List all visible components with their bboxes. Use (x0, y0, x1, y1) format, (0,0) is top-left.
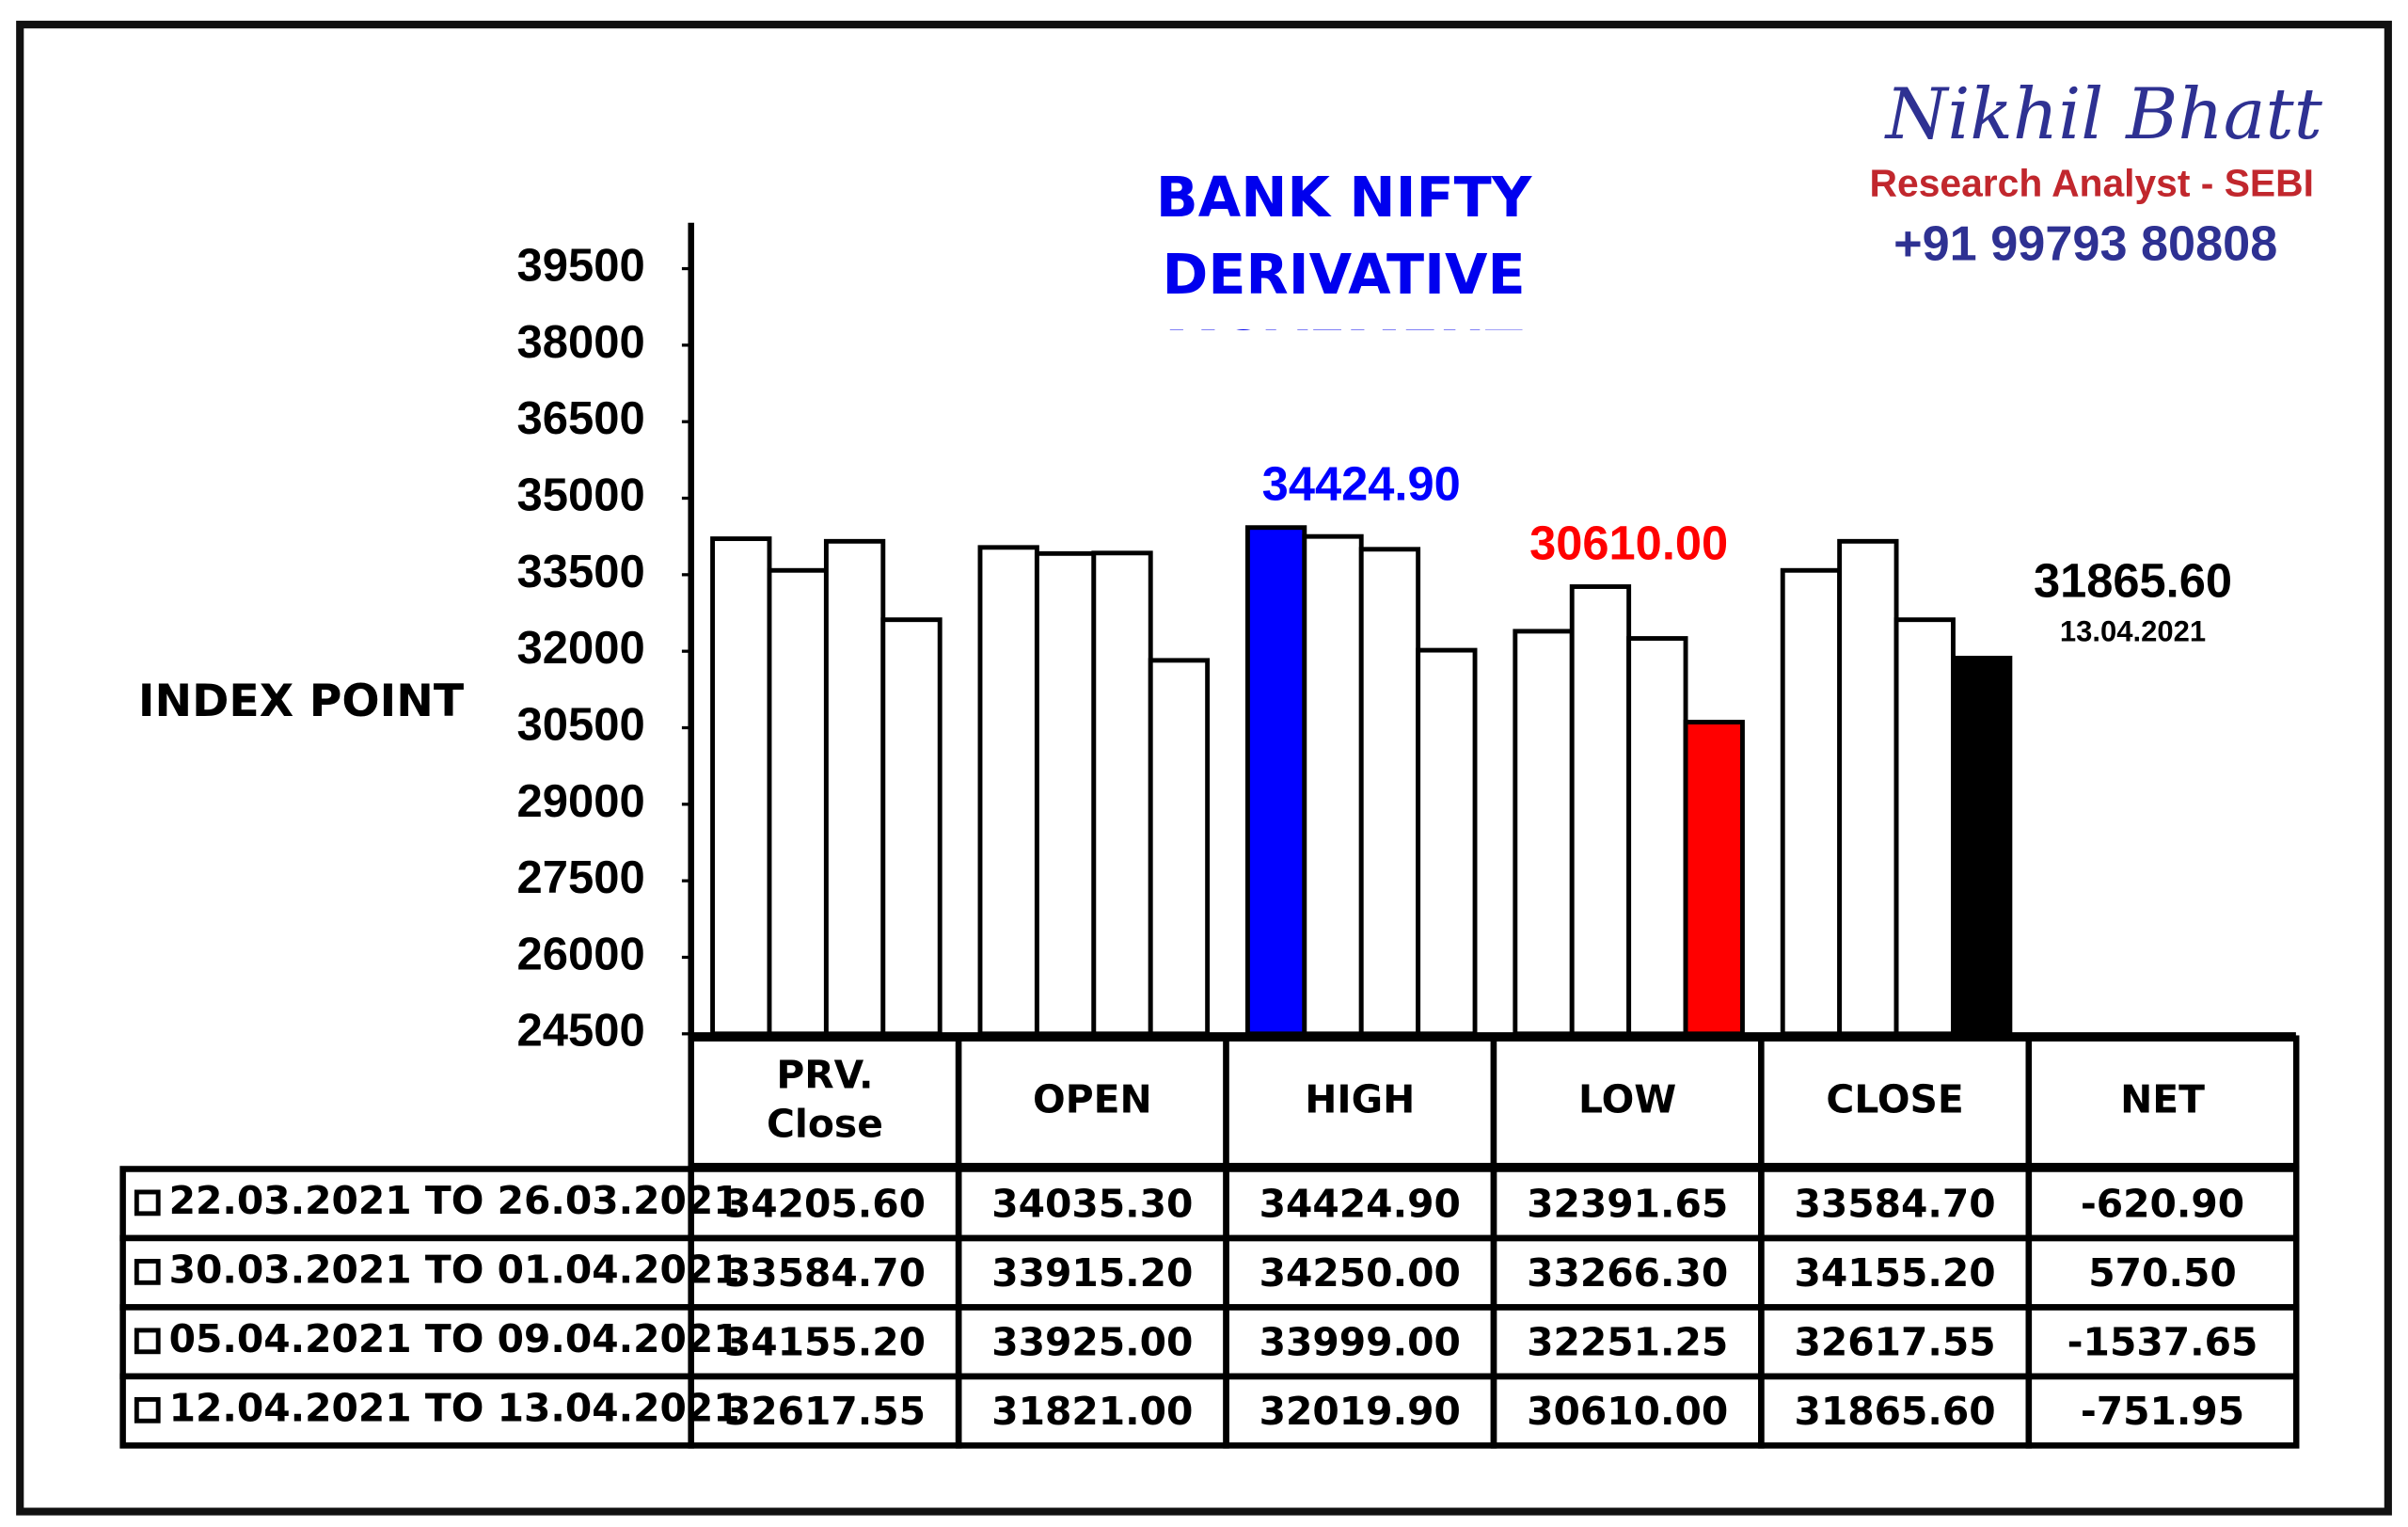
table-value: 34424.90 (1259, 1181, 1461, 1226)
bar (1951, 656, 2013, 1037)
row-label-cell (119, 1373, 694, 1449)
y-tick-label: 29000 (517, 776, 645, 827)
table-header: NET (2120, 1076, 2205, 1121)
bar (1893, 617, 1956, 1037)
title-box: BANK NIFTY DERIVATIVE MOVEMENT (1155, 167, 1532, 330)
table-value: 34250.00 (1259, 1250, 1461, 1296)
bar (1302, 533, 1364, 1037)
legend-box (134, 1328, 161, 1355)
table-value: 32251.25 (1527, 1319, 1728, 1364)
table-value: 33266.30 (1527, 1250, 1728, 1296)
table-value: 30610.00 (1527, 1389, 1728, 1434)
value-label: 30610.00 (1529, 516, 1728, 569)
y-tick-label: 35000 (517, 469, 645, 520)
table-value: 33584.70 (1794, 1181, 1995, 1226)
table-value: 33925.00 (991, 1319, 1193, 1364)
table-header: OPEN (1033, 1076, 1152, 1121)
table-value: 32391.65 (1527, 1181, 1728, 1226)
bar (1780, 567, 1843, 1037)
value-note: 13.04.2021 (2060, 614, 2206, 647)
y-tick-label: 30500 (517, 699, 645, 750)
legend-box (134, 1258, 161, 1285)
table-header-cell (1490, 1035, 1765, 1169)
table-value: 33999.00 (1259, 1319, 1461, 1364)
y-tick-label: 39500 (517, 240, 645, 291)
bar (1358, 547, 1421, 1037)
table-header-cell (2025, 1035, 2300, 1169)
legend-box (134, 1396, 161, 1424)
bar (1244, 525, 1307, 1037)
table-value: -1537.65 (2067, 1319, 2258, 1364)
table-value: 31821.00 (991, 1389, 1193, 1434)
table-value: -751.95 (2081, 1389, 2244, 1434)
y-tick-label: 36500 (517, 393, 645, 444)
table-value: 32617.55 (724, 1389, 926, 1434)
bar (767, 567, 829, 1037)
table-value: 34155.20 (1794, 1250, 1995, 1296)
table-header: LOW (1578, 1076, 1676, 1121)
table-value: 32019.90 (1259, 1389, 1461, 1434)
table-cell (2025, 1373, 2300, 1449)
row-label: 12.04.2021 TO 13.04.2021 (169, 1386, 740, 1431)
value-label: 34424.90 (1262, 457, 1461, 511)
table-value: 34035.30 (991, 1181, 1193, 1226)
y-tick-label: 32000 (517, 623, 645, 674)
table-value: 32617.55 (1794, 1319, 1995, 1364)
table-value: 34155.20 (724, 1319, 926, 1364)
row-label: 05.04.2021 TO 09.04.2021 (169, 1316, 740, 1361)
bar (1626, 636, 1688, 1037)
table-value: -620.90 (2081, 1181, 2244, 1226)
y-tick-label: 38000 (517, 317, 645, 368)
table-header: PRV. Close (767, 1052, 883, 1146)
bar (1416, 647, 1478, 1037)
table-value: 31865.60 (1794, 1389, 1995, 1434)
y-axis-label: INDEX POINT (138, 676, 465, 727)
row-label: 30.03.2021 TO 01.04.2021 (169, 1248, 740, 1293)
author-name: Nikhil Bhatt (1884, 72, 2323, 155)
bar (1513, 628, 1575, 1037)
table-value: 34205.60 (724, 1181, 926, 1226)
bar (1837, 538, 1899, 1037)
bar (977, 545, 1039, 1037)
legend-box (134, 1189, 161, 1217)
y-tick-label: 33500 (517, 547, 645, 597)
table-header-cell (688, 1035, 962, 1169)
bar (823, 538, 886, 1037)
author-role: Research Analyst - SEBI (1870, 161, 2314, 204)
y-tick-label: 24500 (517, 1006, 645, 1057)
table-value: 33584.70 (724, 1250, 926, 1296)
bar (1683, 720, 1745, 1037)
bar (1569, 584, 1632, 1037)
y-tick-label: 26000 (517, 929, 645, 979)
bar (1148, 658, 1211, 1037)
row-label: 22.03.2021 TO 26.03.2021 (169, 1178, 740, 1223)
table-value: 33915.20 (991, 1250, 1193, 1296)
bar (710, 536, 772, 1037)
row-label-cell (119, 1234, 694, 1311)
y-tick-label: 27500 (517, 852, 645, 903)
bar (1034, 550, 1097, 1037)
frame (16, 21, 2392, 1516)
bar (1091, 550, 1153, 1037)
author-phone: +91 99793 80808 (1893, 217, 2277, 272)
table-header: HIGH (1305, 1076, 1415, 1121)
bar (880, 617, 943, 1037)
table-value: 570.50 (2088, 1250, 2236, 1296)
table-header: CLOSE (1826, 1076, 1963, 1121)
value-label: 31865.60 (2034, 553, 2232, 607)
chart-title: BANK NIFTY DERIVATIVE MOVEMENT (1155, 167, 1532, 330)
